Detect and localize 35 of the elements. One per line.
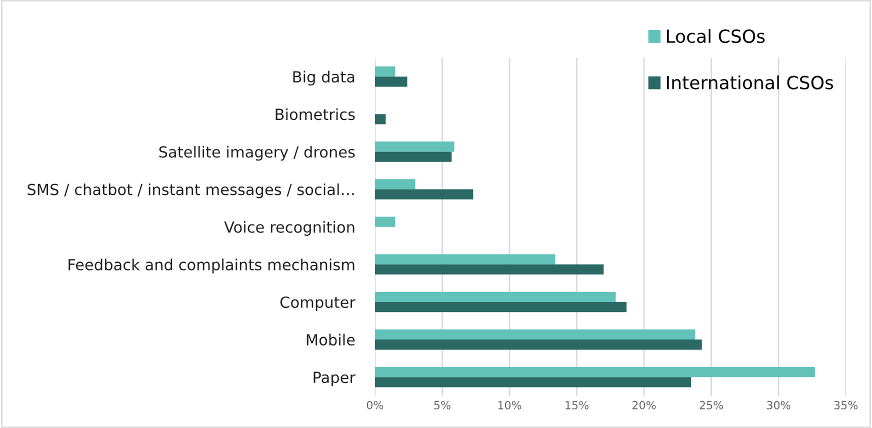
- bar: [374, 329, 696, 340]
- bar: [374, 264, 604, 275]
- x-tick-label: 20%: [632, 400, 656, 410]
- bar: [374, 340, 702, 350]
- bar: [374, 152, 452, 162]
- x-tick-label: 35%: [834, 400, 858, 410]
- y-tick-label: Big data: [293, 70, 354, 86]
- y-tick-label: Paper: [314, 372, 356, 386]
- bar: [374, 292, 616, 302]
- bar: [374, 66, 396, 77]
- bar: [374, 114, 386, 124]
- y-tick-label: SMS / chatbot / instant messages / social…: [28, 183, 354, 198]
- x-tick-label: 30%: [767, 400, 790, 410]
- legend-label: International CSOs: [667, 75, 834, 90]
- x-tick-label: 15%: [566, 400, 588, 410]
- bar: [374, 76, 408, 87]
- bar: [374, 366, 815, 378]
- y-tick-label: Voice recognition: [224, 221, 354, 236]
- x-tick-label: 25%: [700, 400, 724, 410]
- bar: [374, 189, 474, 200]
- legend-label: Local CSOs: [667, 29, 765, 44]
- bar: [374, 216, 396, 227]
- x-tick-label: 10%: [498, 400, 522, 410]
- x-tick-label: 5%: [434, 400, 450, 410]
- y-tick-label: Computer: [280, 296, 356, 311]
- y-tick-label: Biometrics: [276, 108, 355, 120]
- y-tick-label: Satellite imagery / drones: [159, 146, 355, 161]
- bar: [374, 179, 416, 190]
- y-tick-label: Mobile: [306, 334, 355, 346]
- x-tick-label: 0%: [366, 400, 384, 410]
- bar: [374, 254, 556, 264]
- y-tick-label: Feedback and complaints mechanism: [68, 258, 354, 274]
- bar: [374, 377, 692, 388]
- bar: [374, 142, 454, 152]
- bar: [374, 302, 627, 312]
